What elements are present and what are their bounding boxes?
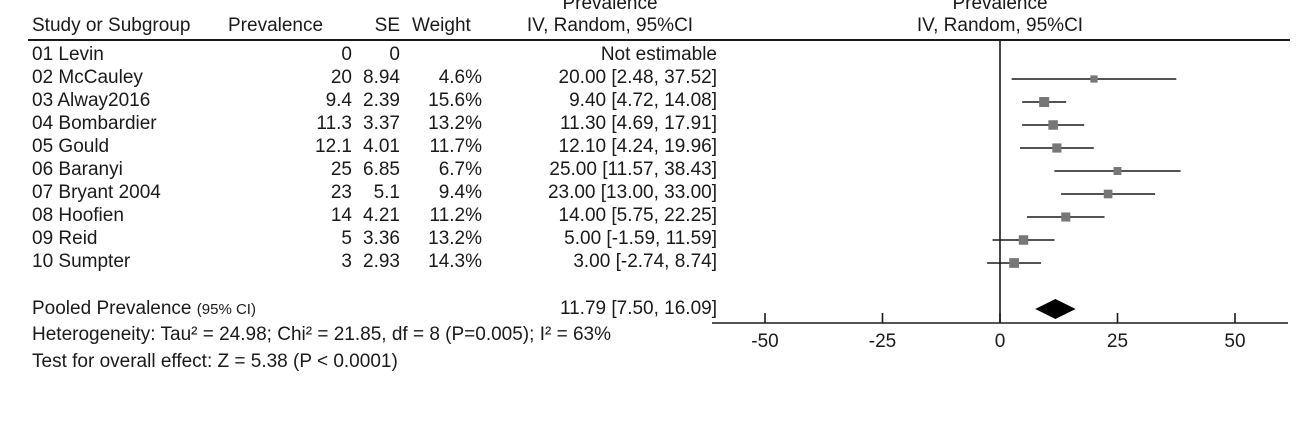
point-estimate [1052,143,1062,153]
ci-text: Not estimable [600,44,717,65]
x-axis-tick-label: -25 [869,331,896,352]
plot-header-bottom: IV, Random, 95%CI [916,15,1084,36]
point-estimate [1048,120,1058,130]
header-study: Study or Subgroup [32,15,191,36]
point-estimate [1018,235,1029,245]
prevalence-value: 9.4 [325,90,352,111]
prevalence-value: 12.1 [315,136,352,157]
study-name: 02 McCauley [32,67,143,88]
x-axis-tick-label: 0 [995,331,1006,352]
se-value: 4.01 [363,136,400,157]
study-name: 05 Gould [32,136,110,157]
study-name: 08 Hoofien [32,205,124,226]
study-name: 06 Baranyi [32,159,123,180]
se-value: 5.1 [373,182,400,203]
se-value: 4.21 [363,205,400,226]
pooled-label: Pooled Prevalence (95% CI) [32,298,256,321]
point-estimate [1113,167,1122,175]
weight-value: 14.3% [428,251,482,272]
study-name: 04 Bombardier [32,113,157,134]
header-ci-top: Prevalence [562,0,658,14]
x-axis-tick-label: 25 [1107,331,1128,352]
header-se: SE [374,15,400,36]
ci-text: 14.00 [5.75, 22.25] [558,205,717,226]
prevalence-value: 20 [330,67,352,88]
pooled-label-text: Pooled Prevalence [32,298,192,319]
study-name: 10 Sumpter [32,251,131,272]
study-name: 07 Bryant 2004 [32,182,161,203]
ci-text: 3.00 [-2.74, 8.74] [573,251,717,272]
point-estimate [1009,258,1019,268]
se-value: 2.39 [363,90,400,111]
point-estimate [1103,189,1113,199]
pooled-diamond [1035,299,1076,319]
weight-value: 9.4% [438,182,482,203]
weight-value: 15.6% [428,90,482,111]
se-value: 8.94 [363,67,400,88]
study-name: 09 Reid [32,228,98,249]
point-estimate [1039,97,1050,107]
weight-value: 13.2% [428,113,482,134]
prevalence-value: 0 [341,44,352,65]
study-name: 03 Alway2016 [32,90,151,111]
study-name: 01 Levin [32,44,104,65]
ci-text: 5.00 [-1.59, 11.59] [564,228,717,249]
ci-text: 11.30 [4.69, 17.91] [559,113,717,134]
prevalence-value: 14 [330,205,352,226]
ci-text: 12.10 [4.24, 19.96] [558,136,717,157]
x-axis-tick-label: 50 [1224,331,1245,352]
ci-text: 25.00 [11.57, 38.43] [549,159,717,180]
prevalence-value: 11.3 [316,113,352,134]
header-weight: Weight [412,15,471,36]
pooled-label-suffix: (95% CI) [196,301,256,318]
ci-text: 9.40 [4.72, 14.08] [569,90,717,111]
heterogeneity-text: Heterogeneity: Tau² = 24.98; Chi² = 21.8… [32,324,611,345]
ci-text: 20.00 [2.48, 37.52] [558,67,717,88]
weight-value: 4.6% [438,67,482,88]
weight-value: 6.7% [438,159,482,180]
point-estimate [1061,212,1071,222]
se-value: 0 [389,44,400,65]
se-value: 3.37 [363,113,400,134]
prevalence-value: 23 [330,182,352,203]
prevalence-value: 25 [330,159,352,180]
header-ci-bottom: IV, Random, 95%CI [526,15,694,36]
weight-value: 11.2% [429,205,482,226]
weight-value: 11.7% [429,136,482,157]
se-value: 3.36 [363,228,400,249]
overall-effect-text: Test for overall effect: Z = 5.38 (P < 0… [32,351,398,372]
point-estimate [1090,75,1098,83]
prevalence-value: 5 [341,228,352,249]
prevalence-value: 3 [341,251,352,272]
weight-value: 13.2% [428,228,482,249]
ci-text: 23.00 [13.00, 33.00] [547,182,717,203]
plot-header-top: Prevalence [952,0,1048,14]
pooled-ci-text: 11.79 [7.50, 16.09] [559,298,717,319]
header-prevalence: Prevalence [228,15,324,36]
se-value: 2.93 [363,251,400,272]
header-divider [28,39,1290,41]
x-axis-tick-label: -50 [751,331,778,352]
se-value: 6.85 [363,159,400,180]
